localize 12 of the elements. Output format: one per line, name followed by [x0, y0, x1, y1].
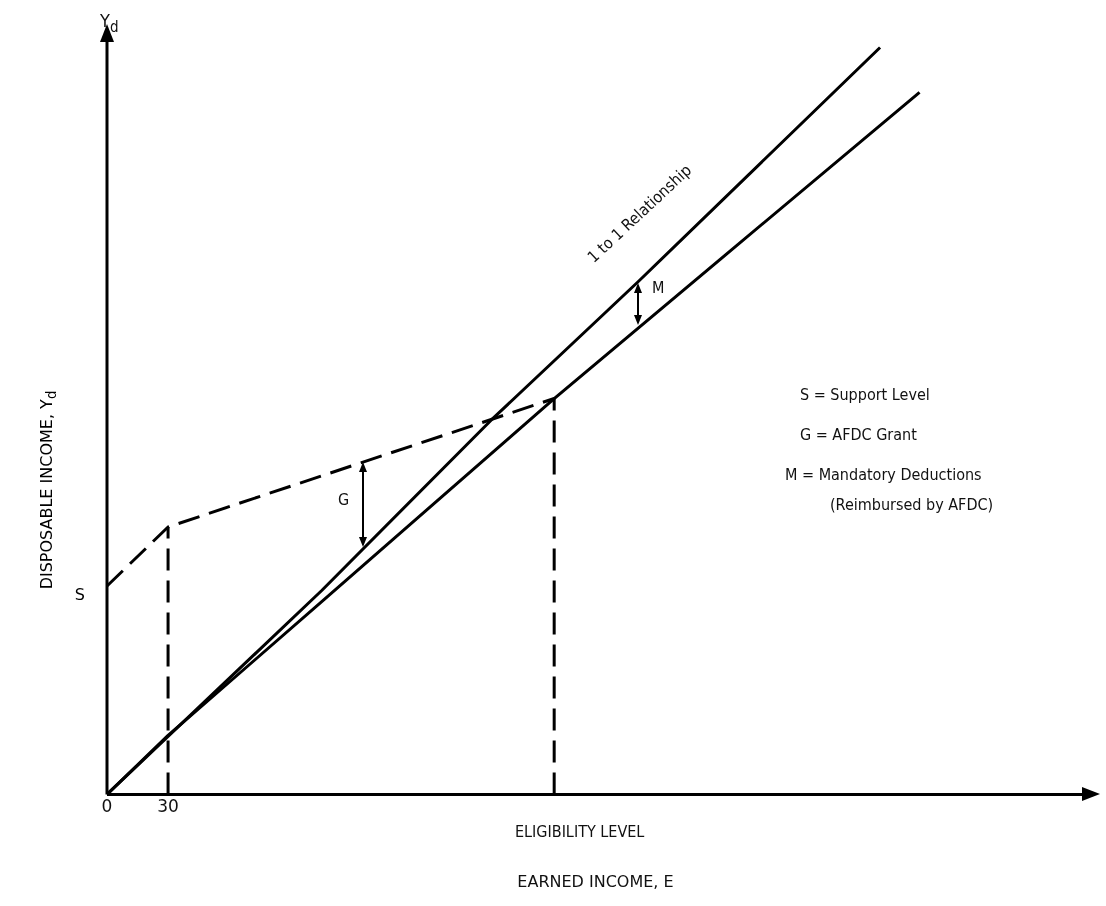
x-tick-label: 0: [101, 796, 113, 817]
annotation: M = Mandatory Deductions: [785, 465, 982, 484]
annotation: M: [652, 278, 665, 297]
annotation: (Reimbursed by AFDC): [830, 495, 994, 514]
annotation: S: [74, 585, 85, 605]
text: Y$_{d}$: [100, 10, 119, 36]
annotation: G = AFDC Grant: [800, 425, 917, 444]
x-axis-title: EARNED INCOME, E: [517, 871, 674, 891]
x-tick-label: 30: [157, 796, 179, 817]
text: ELIGIBILITY LEVEL: [515, 822, 645, 841]
annotation: S = Support Level: [800, 385, 930, 404]
annotation: G: [338, 490, 350, 509]
